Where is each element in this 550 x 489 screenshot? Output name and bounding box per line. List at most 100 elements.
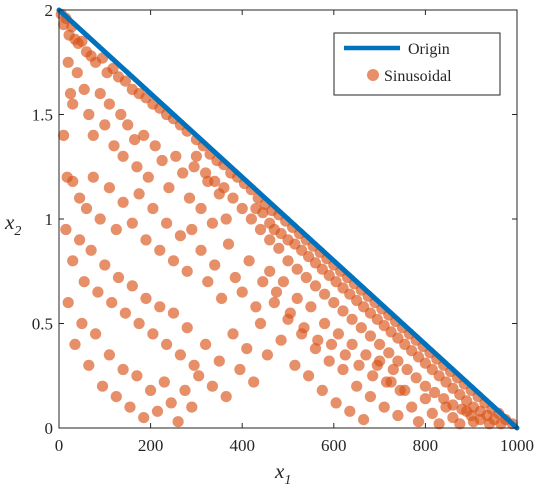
scatter-point-296	[360, 349, 372, 361]
scatter-point-242	[200, 338, 212, 350]
scatter-point-134	[419, 380, 431, 392]
scatter-point-135	[429, 386, 441, 399]
scatter-point-222	[62, 297, 74, 309]
scatter-point-125	[337, 305, 349, 317]
y-tick-label-2: 1	[45, 210, 54, 229]
y-tick-label-0: 0	[45, 419, 54, 438]
scatter-point-178	[94, 213, 106, 225]
scatter-point-114	[236, 202, 248, 215]
legend-sinusoidal-marker	[367, 69, 379, 81]
scatter-point-231	[124, 401, 136, 413]
scatter-point-153	[115, 108, 127, 121]
scatter-point-204	[140, 292, 152, 304]
scatter-point-163	[170, 150, 182, 162]
scatter-point-157	[131, 161, 143, 173]
scatter-point-292	[332, 328, 344, 340]
scatter-point-160	[149, 140, 161, 152]
x-axis-label-main: x	[274, 459, 285, 483]
scatter-point-250	[254, 317, 267, 330]
scatter-point-203	[133, 317, 145, 330]
scatter-point-232	[131, 370, 143, 382]
scatter-point-247	[234, 363, 246, 376]
scatter-point-195	[78, 276, 90, 288]
scatter-point-168	[202, 175, 214, 187]
scatter-point-154	[117, 150, 129, 162]
scatter-point-122	[309, 280, 322, 292]
scatter-point-265	[358, 414, 370, 426]
scatter-point-131	[392, 355, 404, 367]
scatter-point-141	[483, 418, 496, 430]
scatter-point-287	[298, 322, 310, 334]
scatter-point-109	[190, 150, 202, 162]
x-tick-label-3: 600	[321, 436, 347, 455]
scatter-point-164	[177, 167, 189, 179]
legend-label-sinusoidal: Sinusoidal	[384, 68, 452, 85]
scatter-point-221	[257, 276, 269, 288]
scatter-point-121	[300, 271, 312, 284]
scatter-point-297	[367, 370, 379, 382]
scatter-point-274	[419, 393, 431, 405]
scatter-point-253	[275, 334, 287, 346]
scatter-point-15	[119, 75, 131, 87]
scatter-point-115	[245, 213, 257, 225]
scatter-point-238	[172, 416, 184, 428]
scatter-point-220	[250, 301, 262, 313]
scatter-point-186	[154, 244, 166, 256]
scatter-point-219	[243, 255, 255, 267]
scatter-point-212	[195, 244, 207, 256]
scatter-point-261	[330, 397, 342, 409]
scatter-point-216	[222, 238, 235, 250]
scatter-point-248	[241, 343, 253, 355]
scatter-point-230	[117, 363, 129, 376]
scatter-point-244	[213, 355, 225, 367]
scatter-point-196	[85, 244, 97, 256]
scatter-point-295	[353, 359, 365, 371]
y-axis-label-main: x	[4, 210, 15, 234]
legend-box	[333, 32, 501, 96]
scatter-point-249	[248, 376, 260, 388]
scatter-point-277	[440, 401, 452, 413]
x-axis-label-subscript: 1	[284, 473, 291, 488]
scatter-point-120	[291, 263, 303, 275]
scatter-point-172	[58, 129, 70, 141]
scatter-point-201	[119, 307, 131, 319]
scatter-point-156	[129, 134, 141, 146]
scatter-point-228	[103, 349, 115, 361]
scatter-point-193	[67, 255, 79, 267]
scatter-point-147	[83, 108, 95, 121]
scatter-point-246	[227, 328, 239, 340]
scatter-point-234	[145, 384, 157, 396]
scatter-point-266	[364, 391, 376, 403]
scatter-point-298	[374, 355, 386, 367]
scatter-point-177	[87, 171, 99, 183]
scatter-point-217	[229, 271, 241, 284]
scatter-point-146	[78, 83, 90, 95]
scatter-point-108	[495, 418, 507, 430]
scatter-point-211	[188, 359, 200, 371]
scatter-point-13	[107, 62, 119, 75]
legend-label-origin: Origin	[408, 41, 450, 58]
scatter-point-132	[401, 363, 413, 376]
scatter-point-200	[112, 271, 125, 284]
scatter-point-113	[227, 192, 239, 204]
scatter-point-205	[147, 328, 159, 340]
scatter-point-116	[254, 223, 267, 236]
scatter-point-218	[236, 286, 248, 298]
scatter-point-169	[206, 217, 218, 229]
scatter-point-152	[108, 140, 120, 152]
scatter-point-280	[461, 405, 473, 417]
x-axis-ticks: 0 200 400 600 800 1000	[55, 10, 534, 455]
scatter-point-170	[213, 188, 225, 200]
scatter-point-301	[394, 384, 406, 396]
scatter-point-263	[344, 405, 356, 417]
scatter-point-213	[202, 276, 214, 288]
scatter-point-255	[289, 359, 301, 371]
scatter-point-257	[303, 370, 315, 382]
scatter-point-110	[200, 167, 212, 179]
scatter-point-227	[96, 380, 109, 392]
scatter-point-207	[161, 338, 173, 350]
scatter-point-167	[195, 202, 207, 215]
scatter-point-176	[80, 202, 93, 215]
y-axis-ticks: 0 0.5 1 1.5 2	[32, 1, 517, 438]
